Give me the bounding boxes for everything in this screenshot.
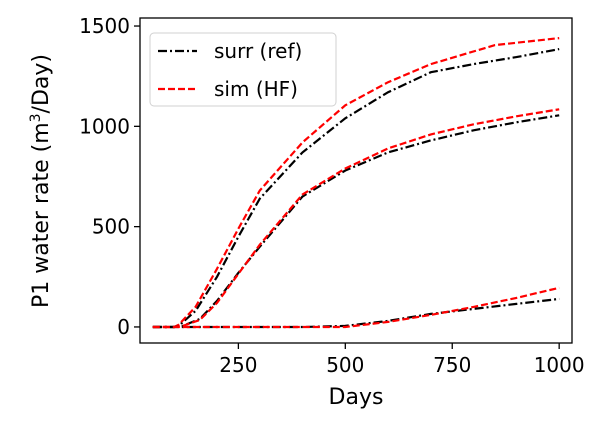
series-layer [152,37,560,329]
series-line-3 [152,114,560,329]
series-line-6 [152,286,560,329]
y-tick-label: 0 [117,315,130,339]
series-line-2 [152,37,560,329]
y-axis-title: P1 water rate (m3/Day) [28,54,54,308]
series-line-1 [152,48,560,329]
x-tick-label: 1000 [534,353,585,377]
legend-label-surr: surr (ref) [214,39,302,63]
plot-frame [139,17,573,344]
x-tick-label: 250 [219,353,257,377]
legend-label-sim: sim (HF) [214,77,298,101]
y-tick-label: 500 [92,215,130,239]
series-line-4 [152,108,560,329]
x-axis: 250 500 750 1000 [219,343,585,377]
y-tick-label: 1500 [79,14,130,38]
y-axis: 0 500 1000 1500 [79,14,140,339]
y-axis-title-main: P1 water rate (m [29,122,54,308]
legend: surr (ref) sim (HF) [149,32,337,107]
plot-area [139,17,573,344]
y-axis-title-superscript: 3 [28,113,44,122]
x-tick-label: 750 [433,353,471,377]
x-axis-title: Days [329,385,384,410]
y-tick-label: 1000 [79,114,130,138]
x-tick-label: 500 [326,353,364,377]
y-axis-title-tail: /Day) [29,54,54,113]
